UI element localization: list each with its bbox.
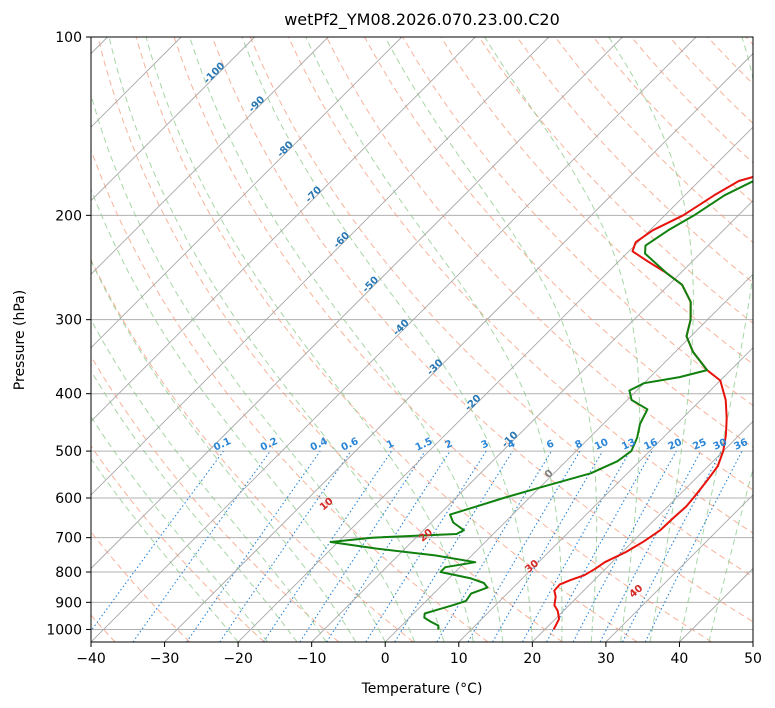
isotherm-line xyxy=(91,37,255,202)
moist-adiabat-line xyxy=(189,37,504,642)
mixing-ratio-label: 4 xyxy=(506,438,517,451)
mixing-ratio-label: 36 xyxy=(732,437,749,453)
x-tick-label: −30 xyxy=(150,651,180,667)
y-tick-label: 500 xyxy=(55,444,82,460)
dry-adiabat-line xyxy=(91,355,340,642)
profile-series xyxy=(329,175,753,630)
mixing-ratio-line xyxy=(299,450,426,642)
isotherm-line xyxy=(91,37,403,349)
moist-adiabat-line xyxy=(91,457,239,642)
mixing-ratio-line xyxy=(326,450,451,642)
x-tick-label: −20 xyxy=(223,651,253,667)
mixing-ratio-label: 6 xyxy=(545,438,556,451)
mixing-ratio-label: 8 xyxy=(573,438,584,451)
mixing-ratio-label: 25 xyxy=(691,437,708,453)
isotherm-line xyxy=(532,420,753,642)
x-tick-label: −10 xyxy=(297,651,327,667)
x-tick-label: 10 xyxy=(450,651,468,667)
mixing-ratio-line xyxy=(572,450,677,642)
isotherm-line xyxy=(91,37,329,275)
mixing-ratio-line xyxy=(91,450,224,632)
mixing-ratio-label: 2 xyxy=(443,438,454,451)
moist-adiabat-line xyxy=(241,37,533,642)
x-tick-label: −40 xyxy=(76,651,106,667)
mixing-ratio-label: 3 xyxy=(480,438,491,451)
dry-adiabat-line xyxy=(173,37,713,642)
moist-adiabat-line xyxy=(678,37,753,642)
x-tick-label: 30 xyxy=(597,651,615,667)
dry-adiabat-line xyxy=(97,37,563,642)
dry-adiabat-line xyxy=(91,258,414,642)
moist-adiabats xyxy=(91,37,753,642)
y-tick-label: 1000 xyxy=(46,622,82,638)
chart-title: wetPf2_YM08.2026.070.23.00.C20 xyxy=(284,10,560,30)
y-tick-label: 300 xyxy=(55,313,82,329)
y-tick-label: 400 xyxy=(55,387,82,403)
plot-area: -100-90-80-70-60-50-40-30-20-10010203040… xyxy=(91,37,753,642)
y-axis-ticks: 100 200 300 400 500 600 700 800 900 1000 xyxy=(46,30,91,638)
mixing-ratio-line xyxy=(546,450,653,642)
x-tick-label: 40 xyxy=(671,651,689,667)
isotherm-line xyxy=(311,200,753,642)
dry-adiabats xyxy=(91,37,753,642)
mixing-ratio-line xyxy=(186,450,321,642)
mixing-ratio-label: 20 xyxy=(667,437,684,453)
moist-adiabat-line xyxy=(608,37,694,642)
x-axis-label: Temperature (°C) xyxy=(361,681,483,697)
x-axis-ticks: −40 −30 −20 −10 0 10 20 30 40 50 xyxy=(76,642,762,667)
mixing-ratio-line xyxy=(219,450,352,642)
isotherm-line xyxy=(605,494,753,642)
dry-adiabat-line xyxy=(135,37,638,642)
dry-adiabat-line xyxy=(91,445,265,642)
mixing-ratio-label: 13 xyxy=(620,437,637,453)
y-tick-label: 700 xyxy=(55,531,82,547)
mixing-ratio-line xyxy=(263,450,392,642)
moist-adiabat-line xyxy=(91,259,357,642)
y-tick-label: 900 xyxy=(55,595,82,611)
moist-adiabat-line xyxy=(91,318,327,642)
pressure-gridlines xyxy=(91,37,753,630)
mixing-ratio-label: 1 xyxy=(385,438,396,451)
moist-adiabat-line xyxy=(384,37,598,642)
y-tick-label: 600 xyxy=(55,491,82,507)
plot-frame xyxy=(90,36,754,643)
y-tick-label: 800 xyxy=(55,565,82,581)
y-tick-label: 200 xyxy=(55,208,82,224)
y-tick-label: 100 xyxy=(55,30,82,46)
x-tick-label: 20 xyxy=(523,651,541,667)
moist-adiabat-line xyxy=(91,415,268,642)
mixing-ratio-line xyxy=(644,450,743,642)
isotherm-line xyxy=(91,37,623,570)
dry-adiabat-line xyxy=(211,37,753,623)
mixing-ratio-line xyxy=(522,450,631,642)
x-tick-label: 50 xyxy=(744,651,762,667)
moist-adiabat-line xyxy=(108,37,445,642)
moist-adiabat-line xyxy=(91,369,298,642)
temperature-profile-line xyxy=(552,175,753,630)
moist-adiabat-line xyxy=(91,188,386,642)
moist-adiabat-line xyxy=(305,37,563,642)
moist-adiabat-line xyxy=(484,37,641,642)
mixing-ratio-line xyxy=(394,450,514,642)
isotherm-line xyxy=(164,52,753,642)
mixing-ratio-lines xyxy=(91,450,743,642)
moist-adiabat-line xyxy=(708,467,753,642)
moist-adiabat-line xyxy=(145,37,474,642)
mixing-ratio-line xyxy=(132,450,271,642)
isotherm-line xyxy=(91,37,697,642)
x-tick-label: 0 xyxy=(381,651,390,667)
mixing-ratio-label: 10 xyxy=(593,437,610,453)
mixing-ratio-label: 30 xyxy=(712,437,729,453)
isotherm-line xyxy=(458,347,753,642)
dry-adiabat-line xyxy=(287,37,753,534)
isotherm-line xyxy=(91,37,476,422)
isotherm-line xyxy=(91,37,550,496)
mixing-ratio-label: 16 xyxy=(642,437,659,453)
dry-adiabat-line xyxy=(249,37,753,578)
y-axis-label: Pressure (hPa) xyxy=(12,290,28,390)
dewpoint-profile-line xyxy=(329,180,753,630)
dry-adiabat-line xyxy=(326,37,753,491)
